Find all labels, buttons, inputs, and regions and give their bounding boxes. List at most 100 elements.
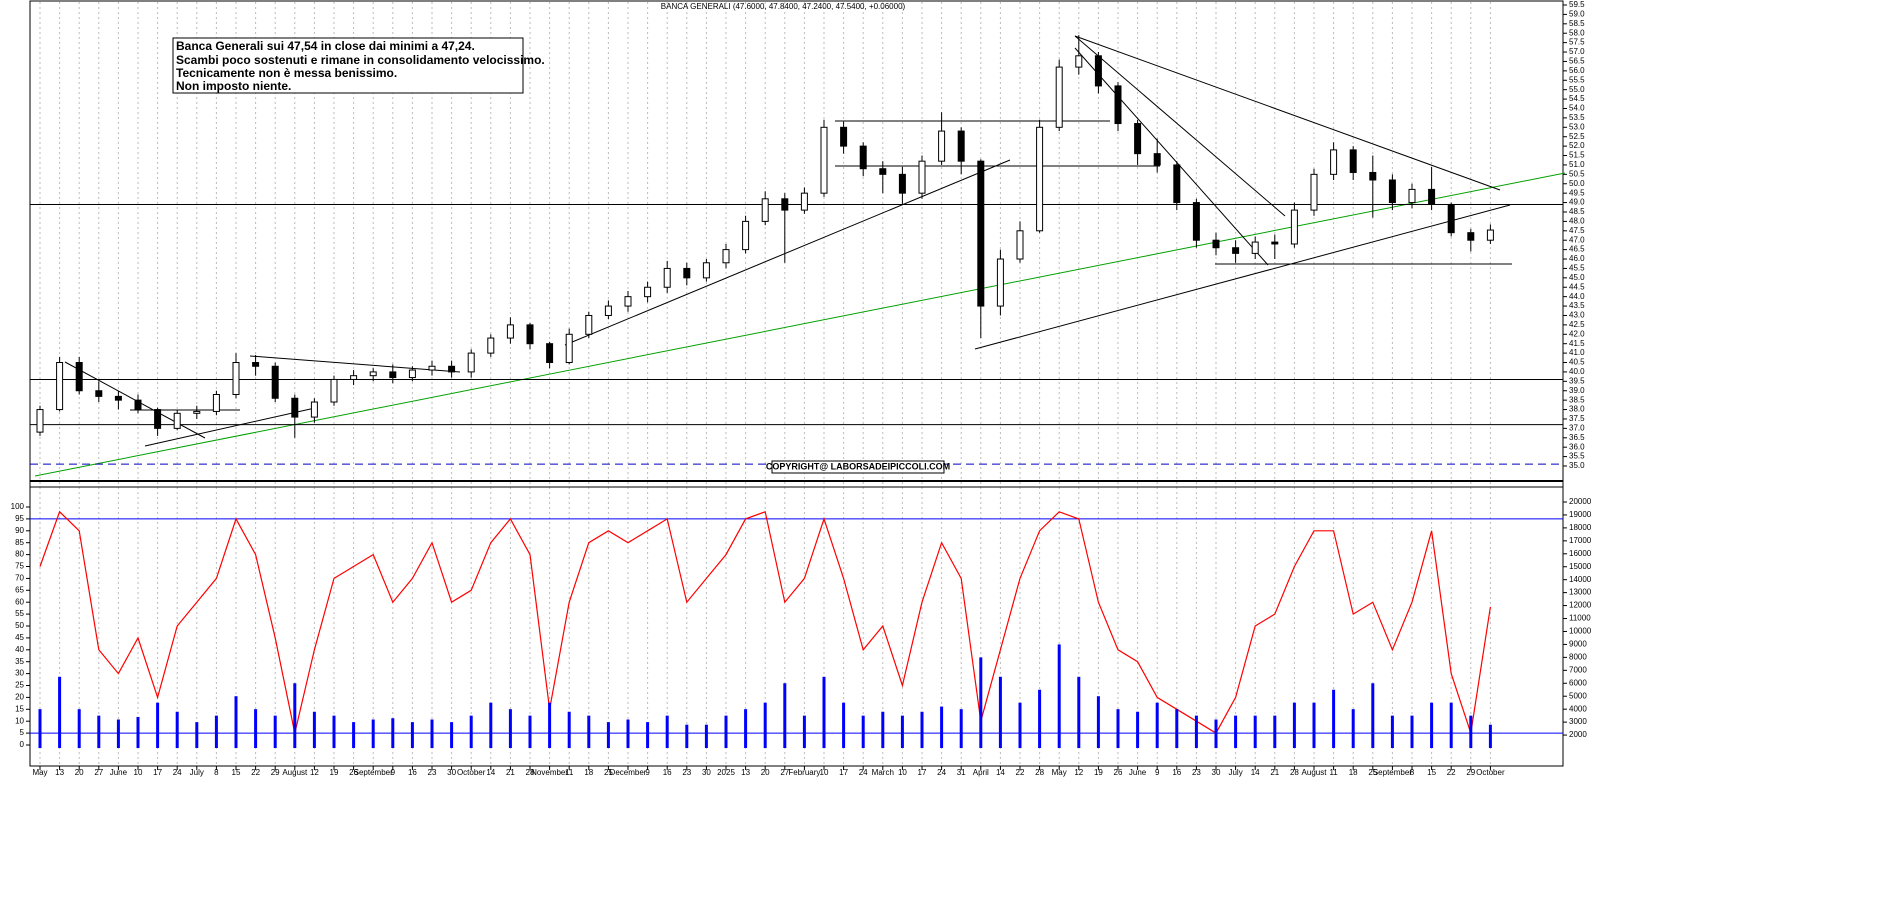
y-tick-label: 40 [15, 645, 24, 654]
volume-bar [979, 657, 983, 748]
candle-body [820, 126, 828, 194]
trendline [974, 204, 1511, 350]
x-tick-label: 30 [1212, 768, 1221, 777]
x-tick-label: 25 [1368, 768, 1377, 777]
candle-body [1428, 188, 1436, 205]
volume-bar [1116, 709, 1120, 748]
volume-bar [646, 722, 650, 748]
trendline [564, 159, 1011, 346]
candle-body [173, 412, 181, 429]
volume-bar [1371, 683, 1375, 748]
x-tick-label: 16 [663, 768, 672, 777]
candle-body [1369, 171, 1377, 181]
y-tick-label: 47.5 [1569, 226, 1585, 235]
candle-body [702, 262, 710, 279]
candle-body [428, 365, 436, 371]
candle-body [350, 375, 358, 380]
y-tick-label: 46.0 [1569, 254, 1585, 263]
y-tick-label: 40.0 [1569, 367, 1585, 376]
y2-tick-label: 6000 [1569, 678, 1587, 687]
volume-bar [822, 676, 826, 748]
x-tick-label: 22 [1016, 768, 1025, 777]
candle-body [957, 130, 965, 162]
x-tick-label: 13 [55, 768, 64, 777]
candle-body [1447, 203, 1455, 234]
x-tick-label: July [190, 768, 204, 777]
y-tick-label: 56.0 [1569, 66, 1585, 75]
y-tick-label: 47.0 [1569, 235, 1585, 244]
y-tick-label: 44.0 [1569, 292, 1585, 301]
x-tick-label: 12 [310, 768, 319, 777]
candle-body [114, 395, 122, 401]
y-tick-label: 100 [11, 502, 25, 511]
candle-body [977, 160, 985, 307]
y-tick-label: 51.5 [1569, 151, 1585, 160]
candle-body [1075, 55, 1083, 68]
volume-bar [234, 696, 238, 748]
volume-bar [1057, 644, 1061, 748]
y-tick-label: 52.5 [1569, 132, 1585, 141]
x-tick-label: 9 [391, 768, 396, 777]
y-tick-label: 35 [15, 657, 24, 666]
x-tick-label: 18 [1349, 768, 1358, 777]
trendlines [34, 35, 1566, 477]
candle-body [291, 397, 299, 418]
copyright-box [771, 460, 945, 474]
y-tick-label: 49.0 [1569, 198, 1585, 207]
volume-bar [97, 715, 101, 748]
y-tick-label: 38.0 [1569, 405, 1585, 414]
candle-body [193, 410, 201, 414]
y-tick-label: 46.5 [1569, 245, 1585, 254]
x-tick-label: 10 [820, 768, 829, 777]
marks: 35.035.536.036.537.037.538.038.539.039.5… [11, 0, 1592, 777]
trendline [144, 407, 316, 447]
volume-bar [254, 709, 258, 748]
y-tick-label: 48.5 [1569, 207, 1585, 216]
volume-bar [273, 715, 277, 748]
y-tick-label: 57.5 [1569, 38, 1585, 47]
candle-body [467, 352, 475, 373]
trendline [1074, 35, 1501, 191]
x-tick-label: 20 [761, 768, 770, 777]
y-tick-label: 58.5 [1569, 19, 1585, 28]
candle-body [604, 305, 612, 316]
volume-bar [77, 709, 81, 748]
y2-tick-label: 17000 [1569, 536, 1592, 545]
y2-tick-label: 18000 [1569, 523, 1592, 532]
x-tick-label: 20 [75, 768, 84, 777]
volume-bar [1136, 711, 1140, 748]
candle-body [1016, 230, 1024, 260]
annotation-box [172, 37, 524, 94]
volume-bar [1155, 702, 1159, 748]
x-tick-label: 9 [645, 768, 650, 777]
candle-body [1055, 66, 1063, 128]
trendline [34, 172, 1566, 477]
x-tick-label: 23 [1192, 768, 1201, 777]
frame [29, 0, 1564, 767]
volume-bar [940, 706, 944, 748]
volume-bar [1253, 715, 1257, 748]
y-tick-label: 55.5 [1569, 75, 1585, 84]
x-tick-label: 12 [1074, 768, 1083, 777]
annotation: Scambi poco sostenuti e rimane in consol… [176, 53, 545, 67]
candle-body [1486, 229, 1494, 241]
x-tick-label: March [872, 768, 894, 777]
x-tick-label: 14 [1251, 768, 1260, 777]
x-tick-label: 16 [1172, 768, 1181, 777]
x-tick-label: October [457, 768, 486, 777]
volume-bar [1410, 715, 1414, 748]
volume-bar [1449, 702, 1453, 748]
candle-body [585, 314, 593, 335]
y-tick-label: 41.0 [1569, 348, 1585, 357]
y-tick-label: 45.5 [1569, 264, 1585, 273]
volume-bar [332, 715, 336, 748]
oscillator-line [39, 510, 1491, 734]
y-tick-label: 42.0 [1569, 329, 1585, 338]
candle-body [1349, 149, 1357, 173]
volume-bar [744, 709, 748, 748]
y-tick-label: 35.0 [1569, 461, 1585, 470]
volume-bar [1018, 702, 1022, 748]
volume-bar [450, 722, 454, 748]
candle-body [1251, 241, 1259, 254]
